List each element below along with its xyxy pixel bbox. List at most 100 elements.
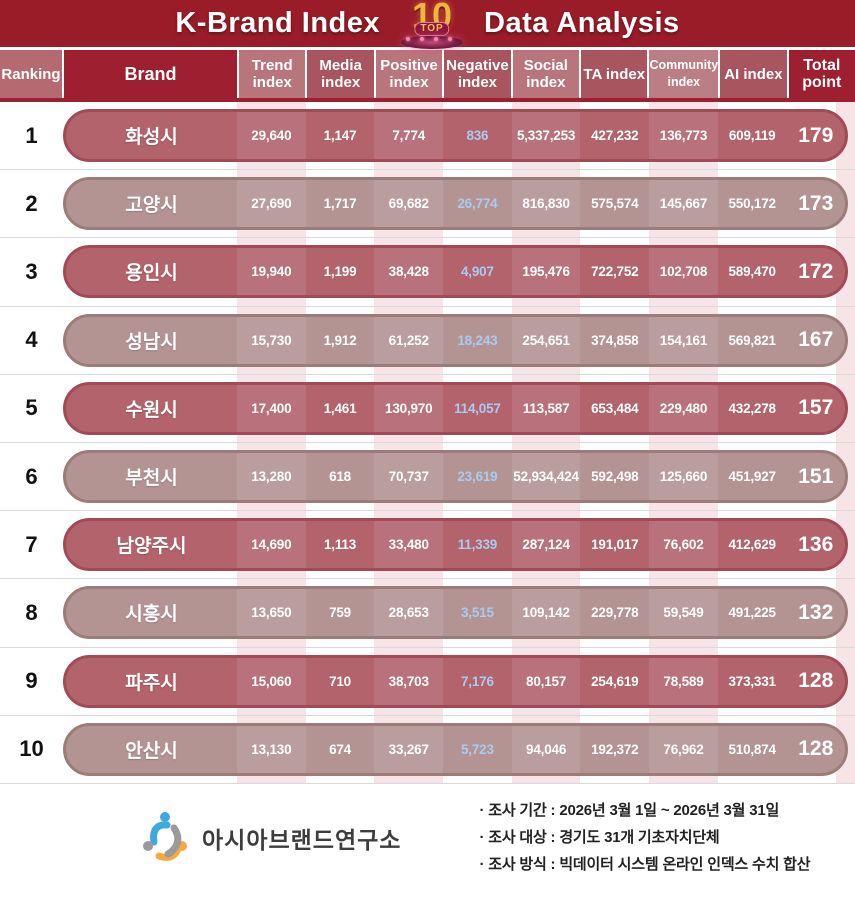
cell-positive-index: 38,703 bbox=[374, 657, 444, 705]
cell-total-point: 151 bbox=[798, 464, 834, 488]
survey-period-note: · 조사 기간 : 2026년 3월 1일 ~ 2026년 3월 31일 bbox=[479, 802, 780, 820]
brand-row-pill: 수원시 17,400 1,461 130,970 114,057 113,587… bbox=[63, 381, 848, 435]
cell-brand: 부천시 bbox=[125, 468, 178, 490]
cell-negative-index: 7,176 bbox=[461, 673, 494, 689]
brand-row-pill: 화성시 29,640 1,147 7,774 836 5,337,253 427… bbox=[63, 109, 848, 163]
stage-light-icon bbox=[434, 36, 439, 41]
cell-ta-index: 191,017 bbox=[591, 537, 639, 553]
cell-brand: 파주시 bbox=[125, 672, 178, 694]
cell-positive-index: 33,267 bbox=[374, 725, 444, 773]
cell-brand: 안산시 bbox=[125, 740, 178, 762]
cell-community-index: 136,773 bbox=[649, 112, 718, 160]
cell-total-point: 173 bbox=[798, 191, 834, 215]
cell-ai-index: 451,927 bbox=[728, 469, 776, 485]
stage-light-icon bbox=[448, 36, 453, 41]
brand-row-pill: 파주시 15,060 710 38,703 7,176 80,157 254,6… bbox=[63, 654, 848, 708]
rank-number: 1 bbox=[25, 122, 38, 148]
cell-social-index: 109,142 bbox=[511, 589, 581, 637]
cell-ta-index: 575,574 bbox=[591, 196, 639, 212]
brand-row-pill: 고양시 27,690 1,717 69,682 26,774 816,830 5… bbox=[63, 177, 848, 231]
trophy-top-label: TOP bbox=[414, 21, 450, 36]
cell-brand: 시흥시 bbox=[125, 604, 178, 626]
table-row: 8 시흥시 13,650 759 28,653 3,515 109,142 22… bbox=[0, 579, 855, 648]
brand-row-pill: 시흥시 13,650 759 28,653 3,515 109,142 229,… bbox=[63, 586, 848, 640]
cell-trend-index: 13,650 bbox=[237, 589, 306, 637]
cell-community-index: 76,962 bbox=[649, 725, 718, 773]
rank-number: 6 bbox=[25, 463, 38, 489]
col-header-total-point: Total point bbox=[786, 50, 855, 98]
cell-social-index: 287,124 bbox=[511, 521, 581, 569]
cell-media-index: 1,199 bbox=[323, 264, 357, 280]
cell-total-point: 132 bbox=[798, 600, 834, 624]
col-header-positive-index: Positive index bbox=[373, 50, 443, 98]
rank-number: 4 bbox=[25, 327, 38, 353]
cell-ai-index: 432,278 bbox=[728, 400, 776, 416]
cell-ta-index: 427,232 bbox=[591, 128, 639, 144]
cell-trend-index: 29,640 bbox=[237, 112, 306, 160]
cell-ta-index: 192,372 bbox=[591, 741, 639, 757]
cell-ta-index: 254,619 bbox=[591, 673, 639, 689]
cell-positive-index: 33,480 bbox=[374, 521, 444, 569]
cell-social-index: 113,587 bbox=[511, 384, 581, 432]
cell-community-index: 59,549 bbox=[649, 589, 718, 637]
cell-negative-index: 114,057 bbox=[454, 400, 501, 416]
brand-row-pill: 안산시 13,130 674 33,267 5,723 94,046 192,3… bbox=[63, 722, 848, 776]
survey-target-note: · 조사 대상 : 경기도 31개 기초자치단체 bbox=[479, 829, 720, 847]
cell-media-index: 1,461 bbox=[323, 400, 357, 416]
col-header-negative-index: Negative index bbox=[442, 50, 511, 98]
cell-social-index: 5,337,253 bbox=[511, 112, 581, 160]
cell-brand: 용인시 bbox=[125, 263, 178, 285]
cell-media-index: 1,113 bbox=[324, 537, 357, 553]
brand-row-pill: 부천시 13,280 618 70,737 23,619 52,934,424 … bbox=[63, 450, 848, 504]
cell-total-point: 128 bbox=[798, 669, 834, 693]
cell-total-point: 157 bbox=[798, 396, 834, 420]
cell-community-index: 145,667 bbox=[649, 180, 718, 228]
footer: 아시아브랜드연구소 · 조사 기간 : 2026년 3월 1일 ~ 2026년 … bbox=[0, 784, 855, 892]
cell-positive-index: 38,428 bbox=[374, 248, 444, 296]
cell-negative-index: 18,243 bbox=[457, 332, 498, 348]
cell-ai-index: 373,331 bbox=[728, 673, 776, 689]
col-header-ta-index: TA index bbox=[579, 50, 648, 98]
cell-positive-index: 7,774 bbox=[374, 112, 444, 160]
cell-social-index: 195,476 bbox=[511, 248, 581, 296]
cell-total-point: 128 bbox=[798, 737, 834, 761]
col-header-ranking: Ranking bbox=[0, 50, 62, 98]
cell-trend-index: 17,400 bbox=[237, 384, 306, 432]
survey-notes: · 조사 기간 : 2026년 3월 1일 ~ 2026년 3월 31일 · 조… bbox=[479, 797, 810, 878]
cell-social-index: 816,830 bbox=[511, 180, 581, 228]
cell-trend-index: 27,690 bbox=[237, 180, 306, 228]
cell-negative-index: 3,515 bbox=[461, 605, 494, 621]
title-banner: K-Brand Index 10 TOP Data Analysis bbox=[0, 0, 855, 50]
stage-light-icon bbox=[406, 36, 411, 41]
table-row: 9 파주시 15,060 710 38,703 7,176 80,157 254… bbox=[0, 648, 855, 716]
cell-positive-index: 28,653 bbox=[374, 589, 444, 637]
rank-number: 3 bbox=[25, 258, 38, 284]
cell-ta-index: 229,778 bbox=[591, 605, 639, 621]
cell-ta-index: 653,484 bbox=[591, 400, 639, 416]
cell-ta-index: 374,858 bbox=[591, 332, 639, 348]
cell-total-point: 136 bbox=[798, 532, 834, 556]
cell-ta-index: 592,498 bbox=[591, 469, 639, 485]
col-header-ai-index: AI index bbox=[718, 50, 787, 98]
cell-ai-index: 589,470 bbox=[728, 264, 776, 280]
cell-positive-index: 130,970 bbox=[374, 384, 444, 432]
cell-media-index: 710 bbox=[329, 673, 351, 689]
cell-negative-index: 11,339 bbox=[457, 537, 498, 553]
table-row: 3 용인시 19,940 1,199 38,428 4,907 195,476 … bbox=[0, 238, 855, 307]
asia-brand-institute-logo-icon bbox=[143, 811, 187, 861]
cell-ai-index: 550,172 bbox=[728, 196, 776, 212]
cell-ai-index: 491,225 bbox=[728, 605, 776, 621]
trophy-stage bbox=[401, 35, 464, 49]
cell-media-index: 759 bbox=[329, 605, 351, 621]
brand-row-pill: 남양주시 14,690 1,113 33,480 11,339 287,124 … bbox=[63, 518, 848, 572]
table-row: 4 성남시 15,730 1,912 61,252 18,243 254,651… bbox=[0, 307, 855, 375]
title-right: Data Analysis bbox=[484, 7, 680, 39]
table-row: 10 안산시 13,130 674 33,267 5,723 94,046 19… bbox=[0, 716, 855, 784]
cell-total-point: 179 bbox=[798, 123, 834, 147]
brand-row-pill: 성남시 15,730 1,912 61,252 18,243 254,651 3… bbox=[63, 313, 848, 367]
cell-ta-index: 722,752 bbox=[591, 264, 639, 280]
cell-trend-index: 13,130 bbox=[237, 725, 306, 773]
cell-trend-index: 15,730 bbox=[237, 316, 306, 364]
cell-brand: 성남시 bbox=[125, 331, 178, 353]
rank-number: 10 bbox=[19, 736, 44, 762]
